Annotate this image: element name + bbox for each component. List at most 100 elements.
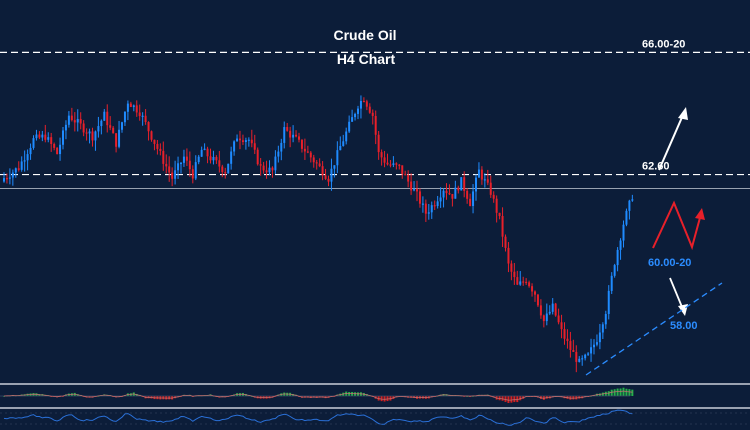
candle-body: [212, 157, 215, 161]
candle-body: [67, 115, 70, 125]
candle-body: [501, 216, 504, 237]
candle-body: [236, 138, 239, 142]
candle-body: [47, 137, 50, 140]
candle-body: [563, 329, 566, 339]
candle-body: [62, 130, 64, 145]
candle-body: [380, 152, 383, 158]
candle-body: [147, 122, 150, 132]
candle-body: [309, 152, 312, 158]
candle-body: [32, 138, 35, 148]
oscillator-bar: [348, 392, 351, 396]
candle-body: [410, 181, 413, 191]
candle-body: [439, 197, 442, 202]
candle-body: [557, 315, 560, 323]
candle-body: [345, 131, 348, 142]
candle-body: [607, 290, 610, 315]
candle-body: [593, 344, 595, 348]
candle-body: [64, 124, 67, 131]
candle-body: [457, 187, 460, 191]
candle-body: [177, 163, 180, 171]
candle-body: [50, 137, 53, 144]
candle-body: [250, 139, 253, 144]
candle-body: [480, 169, 483, 180]
candle-body: [327, 178, 330, 182]
candle-body: [100, 120, 103, 127]
candle-body: [56, 147, 59, 155]
candle-body: [165, 163, 168, 167]
candle-body: [486, 179, 489, 183]
candle-body: [82, 123, 85, 133]
oscillator-bar: [610, 389, 613, 396]
candle-body: [318, 163, 321, 167]
candle-body: [150, 131, 153, 140]
support-trendline: [585, 282, 723, 376]
candle-body: [442, 190, 445, 198]
candle-body: [129, 103, 132, 108]
candle-body: [351, 117, 354, 122]
candle-body: [572, 349, 575, 352]
level-label: 62.60: [642, 161, 670, 173]
candle-body: [398, 164, 401, 166]
oscillator-bar: [386, 396, 389, 402]
candle-body: [392, 163, 395, 165]
candle-body: [185, 156, 188, 161]
candle-body: [188, 160, 191, 170]
candle-body: [35, 134, 38, 139]
chart-subtitle: H4 Chart: [337, 51, 396, 67]
candle-body: [377, 134, 380, 153]
candle-body: [595, 342, 598, 345]
candle-body: [121, 122, 123, 130]
candle-body: [315, 162, 318, 164]
candle-body: [404, 174, 407, 176]
candle-body: [115, 133, 118, 147]
candle-body: [8, 177, 11, 179]
candle-body: [29, 147, 32, 155]
candle-body: [628, 200, 631, 211]
candle-body: [259, 164, 262, 166]
candle-body: [339, 146, 342, 151]
candle-body: [171, 172, 174, 179]
candle-body: [321, 166, 324, 176]
candle-body: [421, 203, 424, 205]
candle-body: [601, 324, 604, 333]
candle-body: [221, 166, 224, 173]
candle-body: [569, 341, 572, 350]
candle-body: [253, 143, 256, 150]
oscillator-bar: [510, 396, 513, 403]
candle-body: [144, 115, 147, 123]
candle-body: [215, 157, 218, 161]
candle-body: [103, 111, 106, 121]
level-lines: 66.00-20 62.60: [0, 38, 750, 189]
candle-body: [551, 303, 554, 312]
candle-body: [194, 162, 197, 179]
candle-body: [168, 166, 171, 173]
zigzag-arrowhead: [695, 208, 705, 220]
candle-body: [289, 130, 292, 138]
candle-body: [298, 136, 300, 140]
candle-body: [26, 154, 29, 161]
candle-body: [268, 167, 271, 173]
candle-body: [598, 332, 601, 343]
candle-body: [159, 148, 162, 151]
candle-body: [53, 143, 56, 148]
candle-body: [495, 198, 498, 213]
oscillator-bar: [631, 389, 634, 396]
candle-body: [230, 151, 233, 164]
candle-body: [519, 281, 522, 285]
oscillator-bar: [513, 396, 516, 403]
candle-body: [126, 103, 129, 112]
candle-body: [625, 210, 628, 225]
oscillator-bar: [383, 396, 386, 402]
candle-body: [407, 174, 410, 182]
candle-body: [357, 108, 359, 114]
candle-body: [118, 129, 121, 147]
candle-body: [389, 164, 392, 166]
candle-body: [383, 157, 386, 163]
candle-body: [109, 125, 112, 128]
candle-body: [44, 134, 47, 140]
candle-body: [247, 139, 250, 141]
candle-body: [283, 127, 286, 143]
candle-body: [348, 121, 351, 132]
